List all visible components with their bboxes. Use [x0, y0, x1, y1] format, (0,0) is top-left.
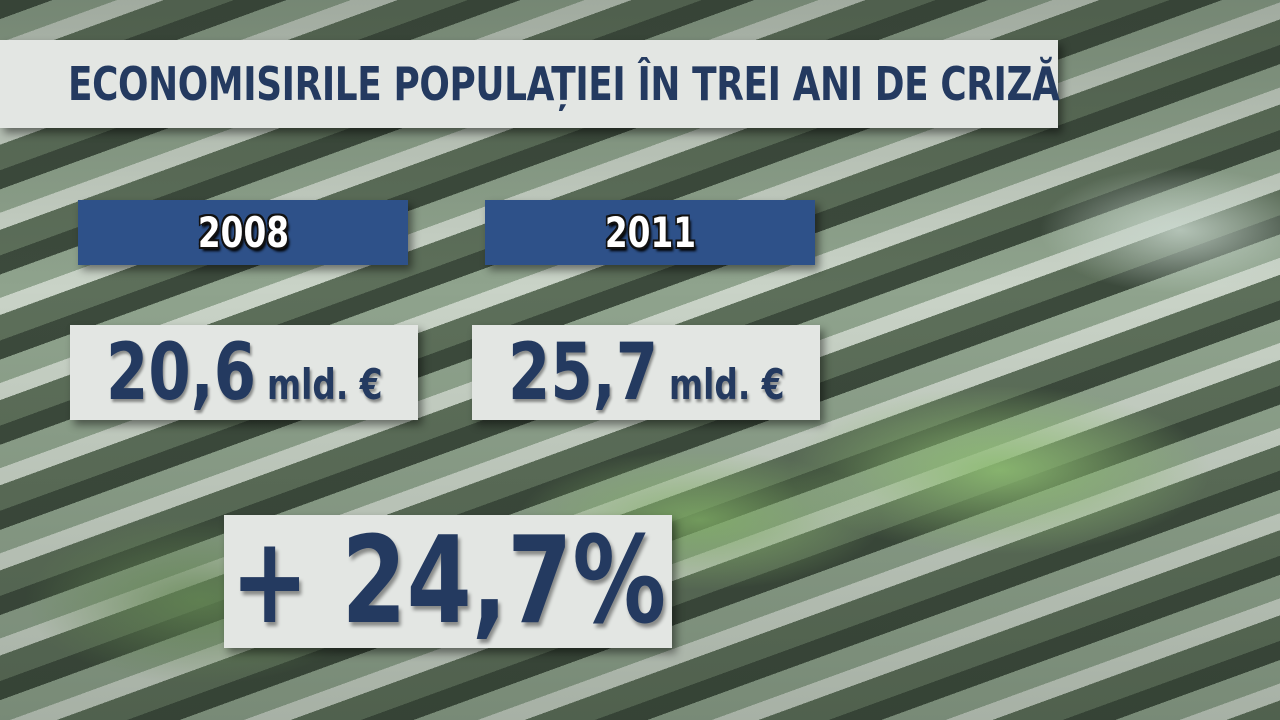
amount-box: 25,7 mld. € [472, 325, 820, 420]
year: 2011 [604, 208, 696, 257]
change: + 24,7% [230, 512, 666, 651]
amount: 20,6 [105, 327, 256, 418]
title-box: ECONOMISIRILE POPULAȚIEI ÎN TREI ANI DE … [0, 40, 1060, 128]
year-box: 2008 [78, 200, 408, 265]
title: ECONOMISIRILE POPULAȚIEI ÎN TREI ANI DE … [68, 57, 1060, 111]
change-box: + 24,7% [224, 512, 672, 651]
amount-box: 20,6 mld. € [70, 325, 418, 420]
amount-line: 20,6 mld. € [106, 328, 382, 418]
year: 2008 [197, 208, 289, 257]
unit: mld. € [668, 359, 785, 409]
year-box: 2011 [485, 200, 815, 265]
amount: 25,7 [507, 327, 658, 418]
amount-line: 25,7 mld. € [508, 328, 784, 418]
unit: mld. € [266, 359, 383, 409]
